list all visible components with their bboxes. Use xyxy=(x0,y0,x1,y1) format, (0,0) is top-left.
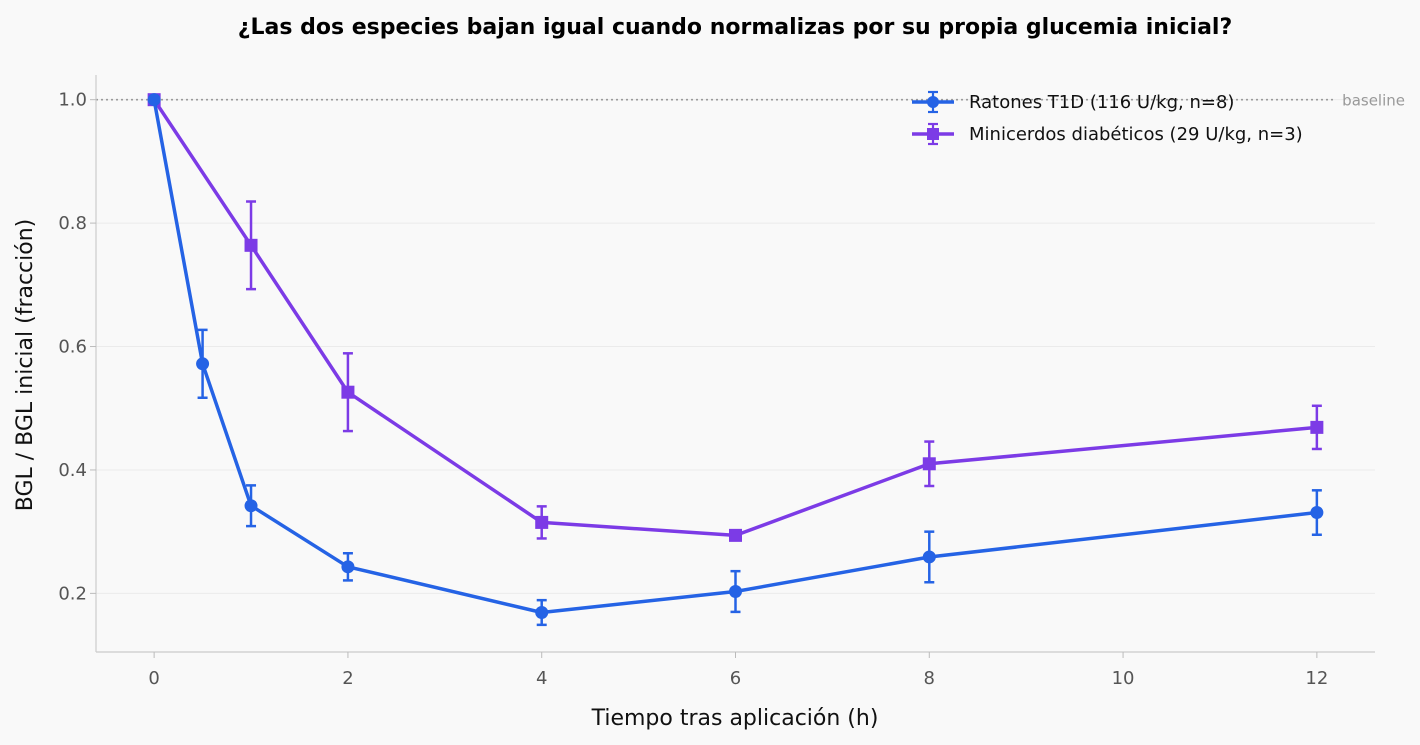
data-point xyxy=(1310,506,1324,520)
data-point xyxy=(535,515,549,529)
data-point xyxy=(244,499,258,513)
legend-item-1: Ratones T1D (116 U/kg, n=8) xyxy=(912,90,1234,114)
x-axis-label: Tiempo tras aplicación (h) xyxy=(591,706,879,731)
x-tick-label: 4 xyxy=(536,668,547,689)
x-tick-label: 6 xyxy=(730,668,741,689)
y-tick-label: 0.6 xyxy=(58,337,87,358)
baseline-reference-label: baseline xyxy=(1342,92,1405,110)
data-point xyxy=(196,357,210,371)
series-line xyxy=(152,97,1319,615)
x-tick-label: 10 xyxy=(1112,668,1135,689)
series-1 xyxy=(147,93,1324,627)
legend: Ratones T1D (116 U/kg, n=8) Minicerdos di… xyxy=(912,90,1303,146)
reference-layer: baseline xyxy=(96,92,1405,110)
data-point xyxy=(535,606,549,620)
legend-marker xyxy=(927,128,939,140)
series-layer xyxy=(147,93,1324,627)
series-2 xyxy=(147,93,1324,542)
data-point xyxy=(729,528,742,542)
y-tick-label: 0.2 xyxy=(58,583,87,604)
data-point xyxy=(922,457,936,471)
data-point xyxy=(1310,420,1324,434)
data-point xyxy=(922,550,936,564)
legend-item-2: Minicerdos diabéticos (29 U/kg, n=3) xyxy=(912,122,1303,146)
data-point xyxy=(729,585,742,599)
data-point xyxy=(147,93,161,107)
ticks-layer: 0.2 0.4 0.6 0.8 1.0 0 2 4 6 8 10 12 xyxy=(58,90,1328,689)
x-tick-label: 8 xyxy=(924,668,935,689)
data-point xyxy=(341,385,355,399)
legend-label: Minicerdos diabéticos (29 U/kg, n=3) xyxy=(969,124,1303,145)
data-point xyxy=(341,560,355,574)
y-tick-label: 1.0 xyxy=(58,90,87,111)
chart-title: ¿Las dos especies bajan igual cuando nor… xyxy=(238,15,1233,40)
x-tick-label: 12 xyxy=(1305,668,1328,689)
legend-marker xyxy=(927,96,939,108)
y-tick-label: 0.8 xyxy=(58,213,87,234)
y-tick-label: 0.4 xyxy=(58,460,87,481)
x-tick-label: 0 xyxy=(148,668,159,689)
data-point xyxy=(244,238,258,252)
grid-layer xyxy=(96,99,1375,594)
x-tick-label: 2 xyxy=(342,668,353,689)
legend-label: Ratones T1D (116 U/kg, n=8) xyxy=(969,92,1234,113)
y-axis-label: BGL / BGL inicial (fracción) xyxy=(13,219,38,512)
